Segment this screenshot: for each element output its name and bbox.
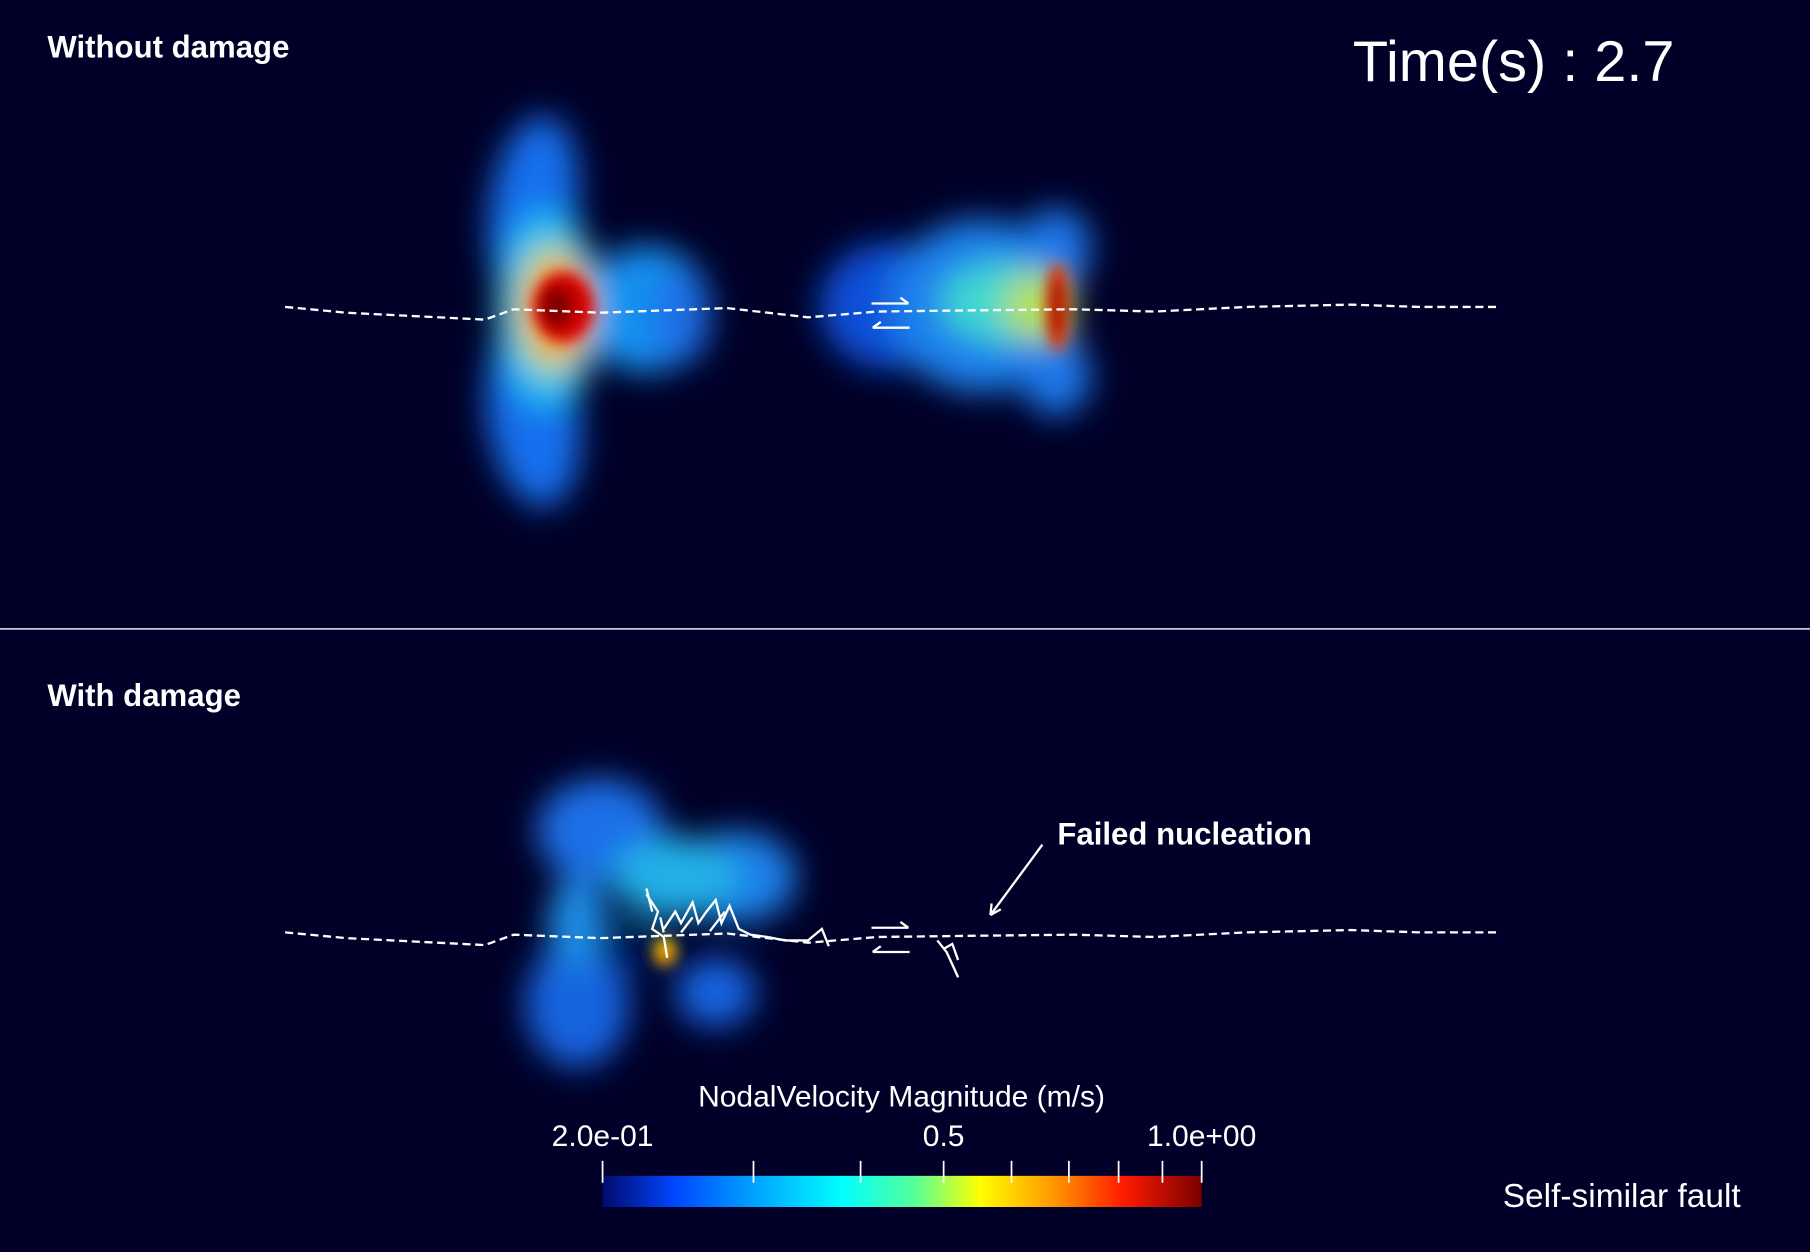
slip-arrows xyxy=(871,296,910,954)
damage-cracks xyxy=(645,843,1044,978)
time-label: Time(s) : 2.7 xyxy=(1353,30,1675,94)
colorbar: NodalVelocity Magnitude (m/s) 2.0e-01 0.5… xyxy=(552,1081,1256,1207)
annotation: Failed nucleation xyxy=(1057,817,1312,852)
colorbar-tick-label: 0.5 xyxy=(923,1120,965,1153)
panel-label: Without damage xyxy=(47,30,289,65)
colorbar-tick-label: 2.0e-01 xyxy=(552,1120,654,1153)
colorbar-title: NodalVelocity Magnitude (m/s) xyxy=(698,1081,1105,1114)
panel-label: With damage xyxy=(47,678,241,713)
colorbar-ramp xyxy=(602,1175,1202,1207)
velocity-field-top xyxy=(485,116,1091,508)
colorbar-tick-label: 1.0e+00 xyxy=(1147,1120,1256,1153)
footer-label: Self-similar fault xyxy=(1503,1178,1742,1215)
fault-lines xyxy=(285,303,1497,947)
velocity-field-bottom xyxy=(525,778,797,1068)
